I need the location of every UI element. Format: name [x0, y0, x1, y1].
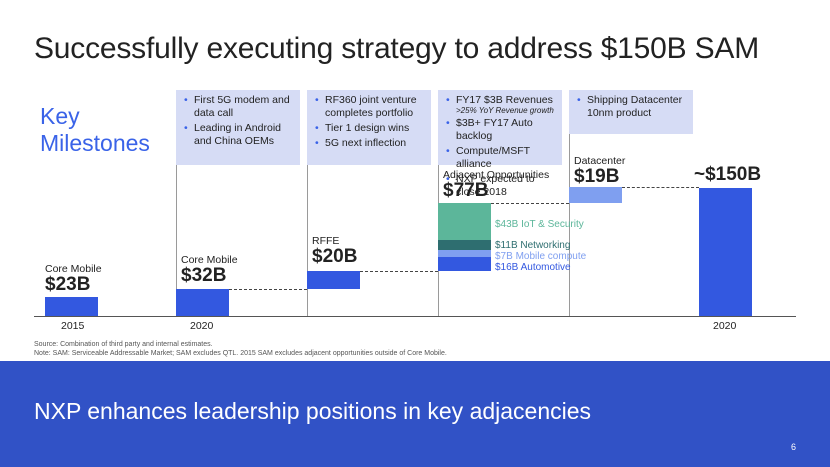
- milestone-item: FY17 $3B Revenues>25% YoY Revenue growth: [446, 94, 558, 115]
- segment-networking: [438, 240, 491, 250]
- milestone-item-text: FY17 $3B Revenues: [456, 94, 553, 106]
- bar-core-mobile-2020: [176, 289, 229, 316]
- category-label: Adjacent Opportunities: [443, 169, 550, 181]
- bar-total-2020: [699, 188, 752, 316]
- footer-band: [0, 361, 830, 467]
- page-title: Successfully executing strategy to addre…: [34, 32, 759, 65]
- key-milestones-line2: Milestones: [40, 130, 150, 156]
- milestone-sub-note: >25% YoY Revenue growth: [456, 106, 554, 115]
- guide-line: [307, 165, 308, 316]
- connector-dashed: [229, 289, 307, 290]
- value-label: $19B: [574, 166, 620, 187]
- tagline: NXP enhances leadership positions in key…: [34, 398, 592, 424]
- key-milestones-line1: Key: [40, 103, 80, 129]
- value-label: $77B: [443, 180, 489, 201]
- source-note: Source: Combination of third party and i…: [34, 341, 213, 348]
- segment-mobile-compute: [438, 250, 491, 257]
- value-label: $32B: [181, 265, 227, 286]
- milestone-box-rffe: RF360 joint venture completes portfolio …: [307, 90, 431, 165]
- x-axis: [34, 316, 796, 317]
- segment-iot-security: [438, 203, 491, 240]
- segment-label-iot-security: $43B IoT & Security: [495, 219, 584, 230]
- milestone-item: 5G next inflection: [315, 137, 427, 150]
- category-label: Core Mobile: [181, 254, 238, 266]
- guide-line: [176, 165, 177, 316]
- segment-automotive: [438, 257, 491, 271]
- segment-label-automotive: $16B Automotive: [495, 262, 571, 273]
- x-tick-label: 2015: [61, 320, 85, 332]
- milestone-box-core-mobile: First 5G modem and data call Leading in …: [176, 90, 300, 165]
- milestone-item: Compute/MSFT alliance: [446, 145, 558, 171]
- bar-rffe: [307, 271, 360, 289]
- key-milestones-heading: Key Milestones: [40, 103, 150, 157]
- segment-label-mobile-compute: $7B Mobile compute: [495, 251, 587, 262]
- segment-label-networking: $11B Networking: [495, 240, 571, 251]
- category-label: Datacenter: [574, 155, 626, 167]
- value-label-total: ~$150B: [694, 164, 762, 185]
- category-label: RFFE: [312, 235, 340, 247]
- value-label: $23B: [45, 274, 91, 295]
- bar-datacenter: [569, 187, 622, 203]
- milestone-item: RF360 joint venture completes portfolio: [315, 94, 427, 120]
- connector-dashed: [360, 271, 438, 272]
- x-tick-label: 2020: [713, 320, 737, 332]
- milestone-item: $3B+ FY17 Auto backlog: [446, 117, 558, 143]
- connector-dashed: [622, 187, 699, 188]
- page-number: 6: [791, 442, 797, 452]
- milestone-item: NXP expected to close 2018: [446, 173, 558, 199]
- milestone-box-adjacent: FY17 $3B Revenues>25% YoY Revenue growth…: [438, 90, 562, 198]
- milestone-box-datacenter: Shipping Datacenter 10nm product: [569, 90, 693, 134]
- x-tick-label: 2020: [190, 320, 214, 332]
- guide-line: [569, 134, 570, 316]
- footnote: Note: SAM: Serviceable Addressable Marke…: [34, 350, 447, 357]
- milestone-item: Tier 1 design wins: [315, 122, 427, 135]
- milestone-item: First 5G modem and data call: [184, 94, 296, 120]
- milestone-item: Leading in Android and China OEMs: [184, 122, 296, 148]
- bar-core-mobile-2015: [45, 297, 98, 316]
- value-label: $20B: [312, 246, 358, 267]
- connector-dashed: [491, 203, 569, 204]
- milestone-item: Shipping Datacenter 10nm product: [577, 94, 689, 120]
- category-label: Core Mobile: [45, 263, 102, 275]
